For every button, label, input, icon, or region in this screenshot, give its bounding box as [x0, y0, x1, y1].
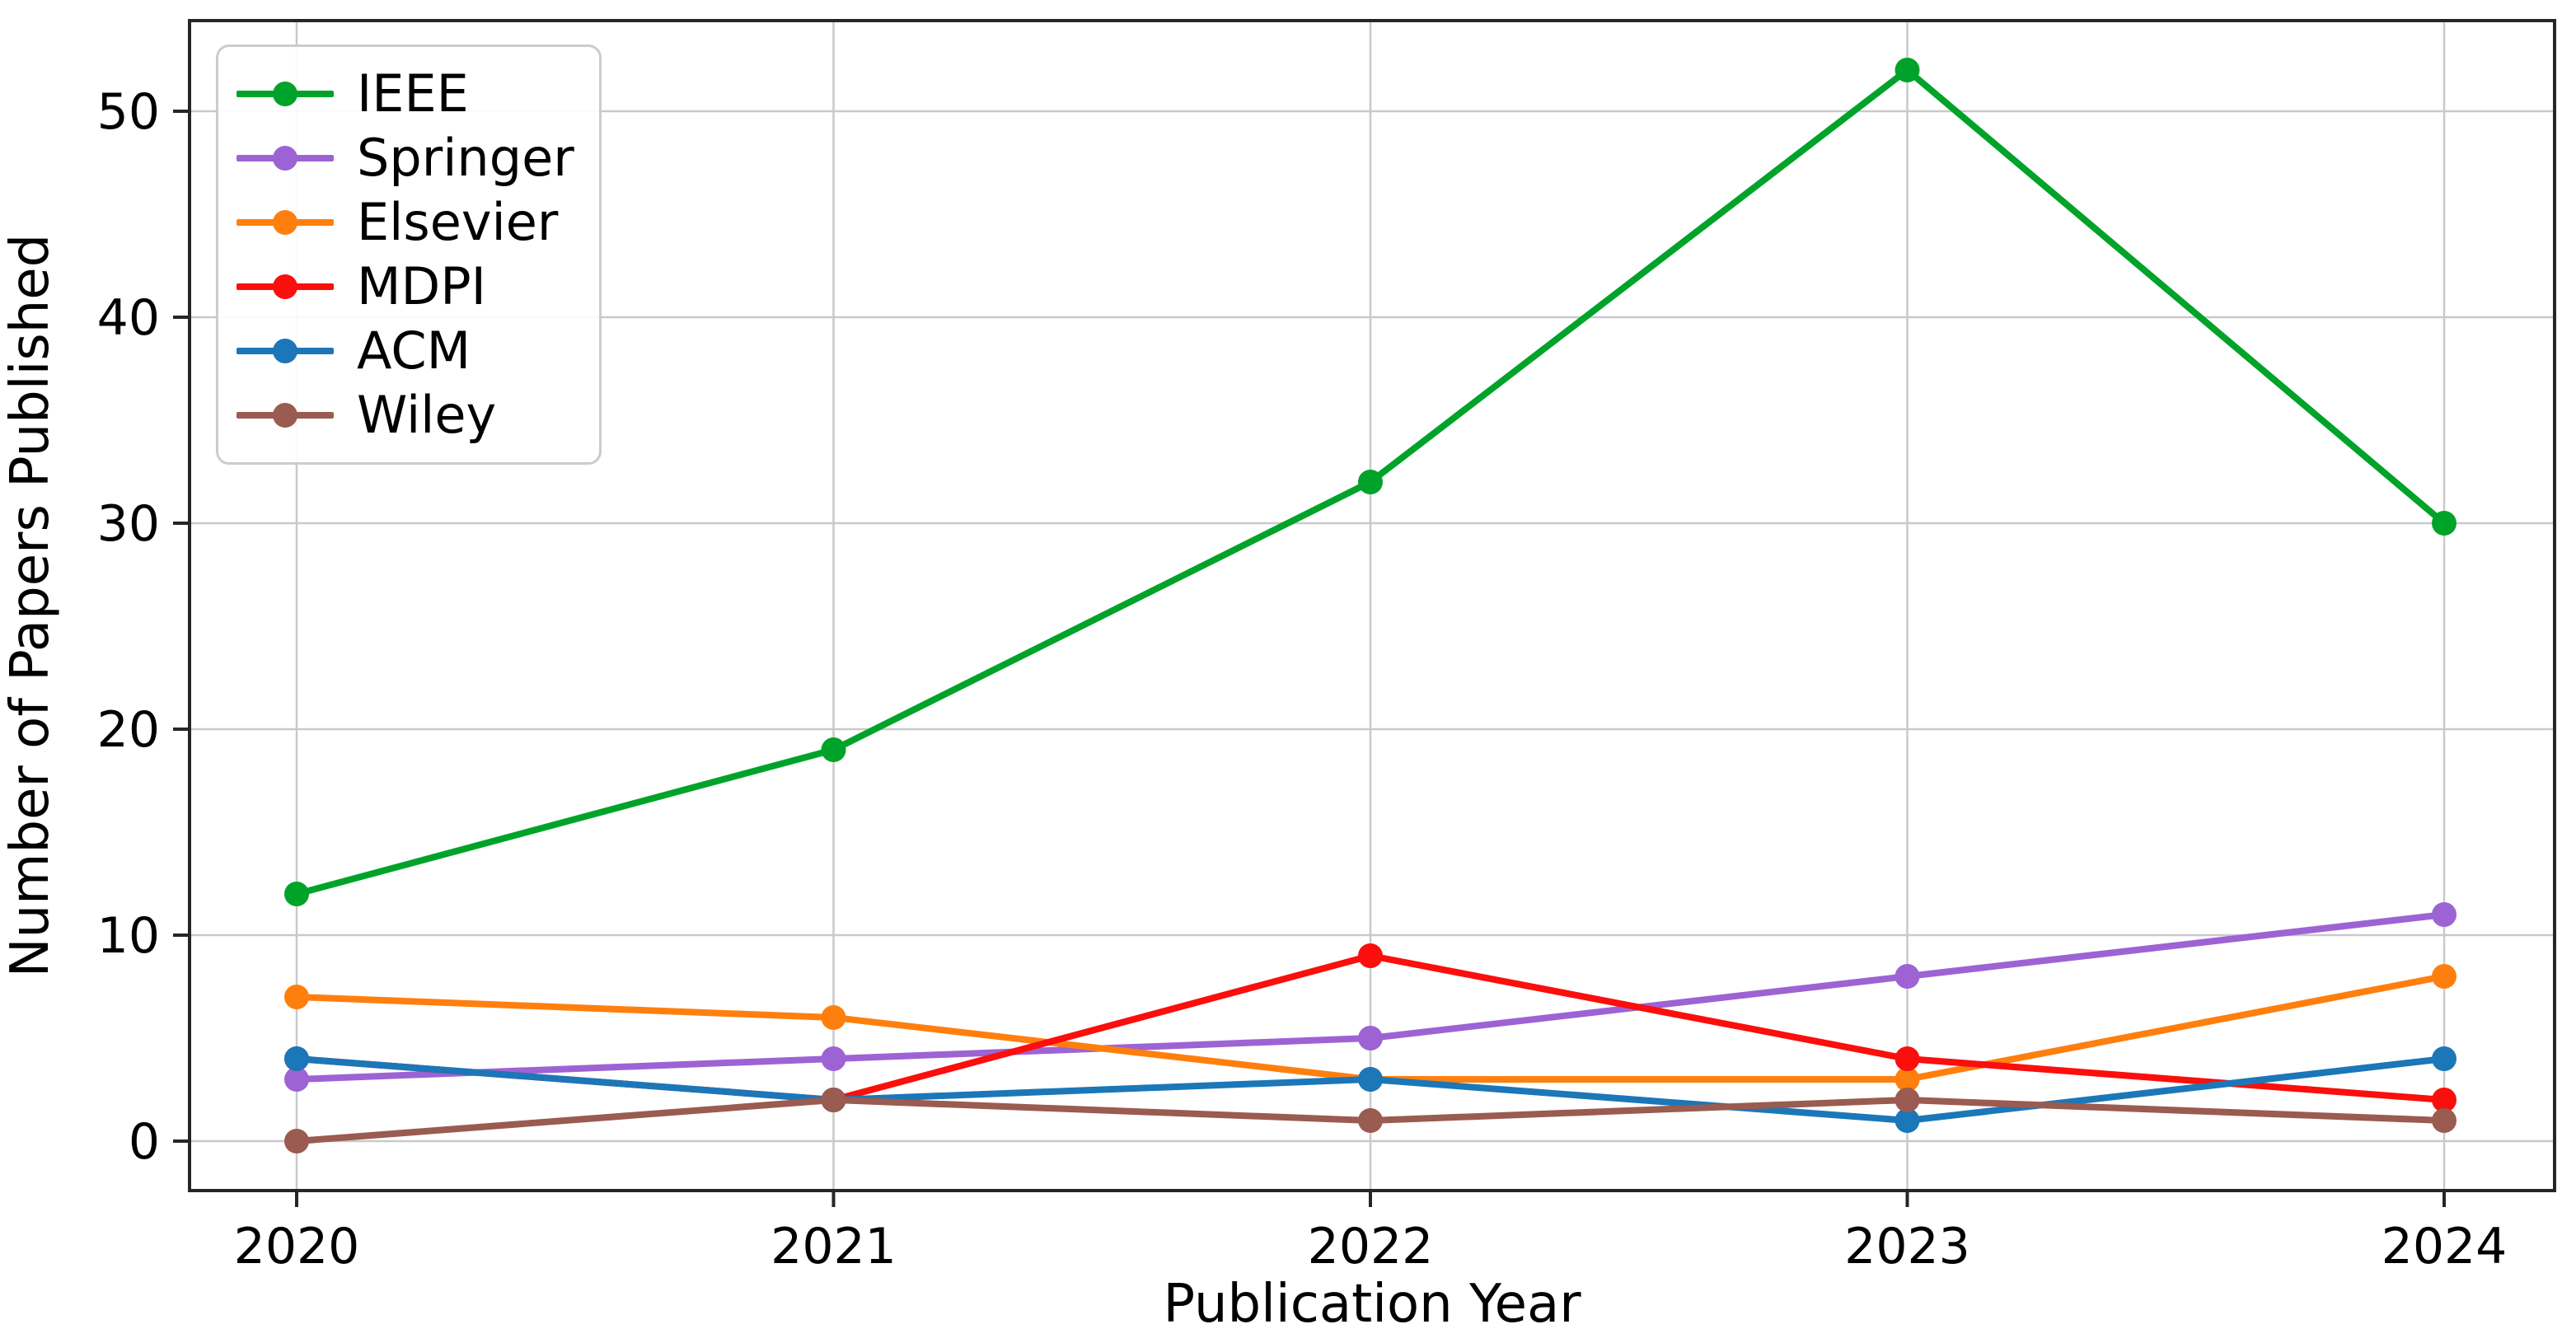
data-point-springer-2020 — [284, 1067, 309, 1092]
legend-swatch-acm — [237, 338, 334, 364]
legend-swatch-elsevier — [237, 209, 334, 236]
legend-item-springer: Springer — [237, 126, 574, 190]
data-point-elsevier-2023 — [1895, 1067, 1920, 1092]
series-springer — [284, 902, 2457, 1092]
axes — [173, 19, 2556, 1207]
data-point-acm-2023 — [1895, 1108, 1920, 1133]
legend-item-ieee: IEEE — [237, 62, 574, 126]
data-point-elsevier-2021 — [821, 1005, 846, 1030]
data-series — [284, 58, 2457, 1153]
data-point-acm-2024 — [2432, 1046, 2457, 1071]
data-point-springer-2021 — [821, 1046, 846, 1071]
legend-label-acm: ACM — [357, 321, 471, 381]
x-tick-label: 2023 — [1844, 1218, 1970, 1275]
series-ieee — [284, 58, 2457, 906]
legend-marker-icon — [273, 403, 297, 428]
data-point-wiley-2021 — [821, 1088, 846, 1112]
y-tick-label: 30 — [97, 495, 160, 553]
legend-marker-icon — [273, 146, 297, 171]
data-point-springer-2022 — [1358, 1026, 1383, 1051]
data-point-springer-2024 — [2432, 902, 2457, 927]
legend-swatch-wiley — [237, 402, 334, 428]
y-tick-label: 50 — [97, 83, 160, 141]
data-point-mdpi-2023 — [1895, 1046, 1920, 1071]
tick-labels: 2020 2021 2022 2023 2024 0 10 20 30 40 50 — [97, 83, 2508, 1275]
data-point-wiley-2023 — [1895, 1088, 1920, 1112]
x-tick-label: 2022 — [1308, 1218, 1434, 1275]
series-wiley — [284, 1088, 2457, 1153]
data-point-mdpi-2024 — [2432, 1088, 2457, 1112]
legend-swatch-springer — [237, 145, 334, 171]
legend-item-acm: ACM — [237, 319, 574, 383]
data-point-ieee-2022 — [1358, 470, 1383, 494]
data-point-ieee-2023 — [1895, 58, 1920, 82]
data-point-mdpi-2022 — [1358, 943, 1383, 968]
data-point-ieee-2024 — [2432, 511, 2457, 536]
legend-label-mdpi: MDPI — [357, 256, 486, 316]
y-tick-label: 10 — [97, 907, 160, 965]
legend-label-elsevier: Elsevier — [357, 192, 559, 252]
legend-item-wiley: Wiley — [237, 383, 574, 447]
legend: IEEE Springer Elsevier MDPI ACM Wiley — [216, 44, 602, 465]
data-point-acm-2022 — [1358, 1067, 1383, 1092]
legend-swatch-mdpi — [237, 274, 334, 300]
y-tick-label: 0 — [129, 1113, 160, 1171]
x-tick-label: 2021 — [770, 1218, 897, 1275]
legend-marker-icon — [273, 274, 297, 299]
data-point-wiley-2022 — [1358, 1108, 1383, 1133]
legend-label-springer: Springer — [357, 128, 574, 188]
data-point-ieee-2021 — [821, 737, 846, 762]
legend-label-wiley: Wiley — [357, 385, 497, 445]
y-tick-label: 40 — [97, 289, 160, 347]
legend-item-elsevier: Elsevier — [237, 190, 574, 255]
legend-marker-icon — [273, 82, 297, 106]
data-point-wiley-2020 — [284, 1129, 309, 1153]
x-axis-label: Publication Year — [1163, 1274, 1581, 1335]
data-point-elsevier-2024 — [2432, 964, 2457, 989]
data-point-elsevier-2020 — [284, 985, 309, 1009]
data-point-wiley-2024 — [2432, 1108, 2457, 1133]
x-tick-label: 2024 — [2382, 1218, 2508, 1275]
legend-marker-icon — [273, 339, 297, 363]
data-point-ieee-2020 — [284, 882, 309, 906]
legend-marker-icon — [273, 210, 297, 235]
legend-item-mdpi: MDPI — [237, 255, 574, 319]
x-tick-label: 2020 — [234, 1218, 360, 1275]
legend-label-ieee: IEEE — [357, 63, 469, 124]
y-tick-label: 20 — [97, 701, 160, 759]
data-point-acm-2020 — [284, 1046, 309, 1071]
y-axis-label: Number of Papers Published — [0, 234, 61, 978]
data-point-springer-2023 — [1895, 964, 1920, 989]
legend-swatch-ieee — [237, 81, 334, 107]
